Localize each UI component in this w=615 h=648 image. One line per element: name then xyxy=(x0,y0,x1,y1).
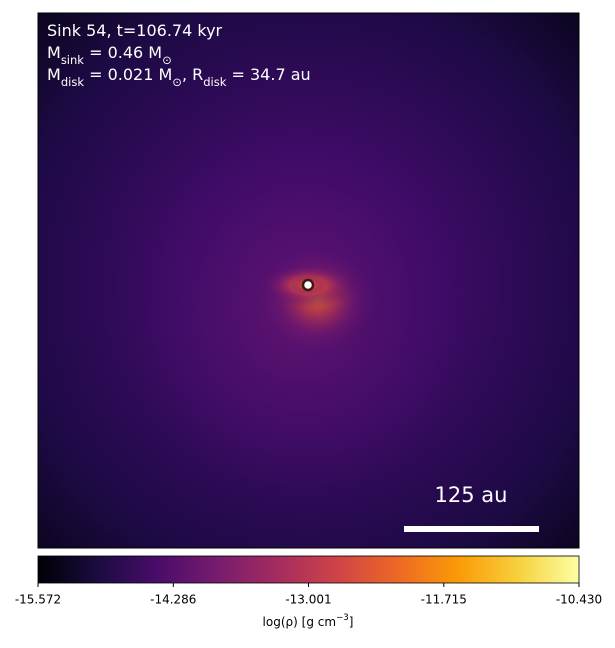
text-part: Sink 54, t=106.74 kyr xyxy=(47,21,223,40)
text-part: = 0.46 M xyxy=(84,43,162,62)
text-part: log(ρ) [g cm xyxy=(263,615,337,629)
sink xyxy=(301,278,315,292)
tick-label: -15.572 xyxy=(15,593,61,607)
text-part: ⊙ xyxy=(172,75,182,89)
text-part: disk xyxy=(203,75,227,89)
text-part: = 34.7 au xyxy=(226,65,310,84)
scale-bar xyxy=(404,526,539,532)
text-part: ⊙ xyxy=(162,53,172,67)
density-map xyxy=(38,13,579,548)
text-part: M xyxy=(47,43,61,62)
colorbar xyxy=(37,555,580,584)
tick-label: -14.286 xyxy=(150,593,196,607)
frame xyxy=(37,12,580,549)
text-part: disk xyxy=(61,75,85,89)
annotation: Msink = 0.46 M⊙ xyxy=(47,43,172,67)
tick-label: -13.001 xyxy=(285,593,331,607)
tick-label: -10.430 xyxy=(556,593,602,607)
annotation: Sink 54, t=106.74 kyr xyxy=(47,21,223,40)
text-part: ] xyxy=(349,615,354,629)
colorbar-label: log(ρ) [g cm−3] xyxy=(263,613,354,629)
annotation: Mdisk = 0.021 M⊙, Rdisk = 34.7 au xyxy=(47,65,311,89)
text-part: , R xyxy=(182,65,203,84)
text-part: = 0.021 M xyxy=(84,65,172,84)
text-part: sink xyxy=(61,53,84,67)
text-part: M xyxy=(47,65,61,84)
scale-bar-label: 125 au xyxy=(435,483,508,507)
text-part: −3 xyxy=(336,613,349,623)
tick-label: -11.715 xyxy=(421,593,467,607)
